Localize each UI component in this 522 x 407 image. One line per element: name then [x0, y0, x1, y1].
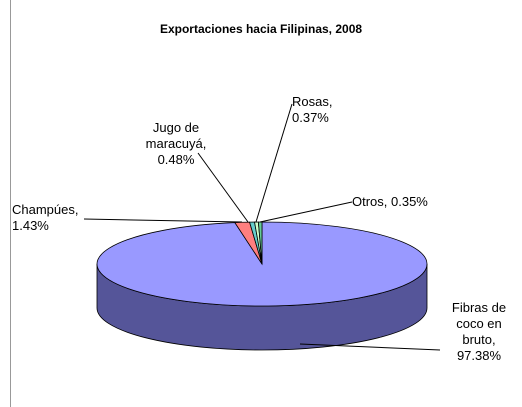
- data-label: Rosas, 0.37%: [292, 94, 333, 125]
- leader-line: [255, 103, 293, 223]
- leader-line: [197, 152, 249, 223]
- leader-line: [83, 218, 243, 223]
- chart-title: Exportaciones hacia Filipinas, 2008: [159, 22, 363, 36]
- leader-line: [299, 343, 441, 351]
- data-label: Champúes, 1.43%: [12, 202, 79, 233]
- leader-line: [259, 201, 353, 223]
- data-label: Fibras de coco en bruto, 97.38%: [451, 300, 507, 363]
- data-label: Jugo de maracuyá, 0.48%: [145, 120, 207, 167]
- data-label: Otros, 0.35%: [352, 194, 428, 209]
